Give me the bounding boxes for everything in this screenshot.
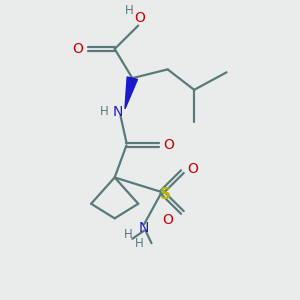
Text: H: H xyxy=(100,105,109,118)
Text: O: O xyxy=(72,42,83,56)
Text: O: O xyxy=(162,213,173,227)
Text: O: O xyxy=(187,162,198,176)
Text: S: S xyxy=(160,188,171,202)
Text: N: N xyxy=(112,105,123,119)
Polygon shape xyxy=(125,77,137,109)
Text: N: N xyxy=(139,221,149,235)
Text: H: H xyxy=(125,4,134,17)
Text: H: H xyxy=(135,237,144,250)
Text: O: O xyxy=(134,11,145,25)
Text: H: H xyxy=(124,228,132,241)
Text: O: O xyxy=(164,138,175,152)
